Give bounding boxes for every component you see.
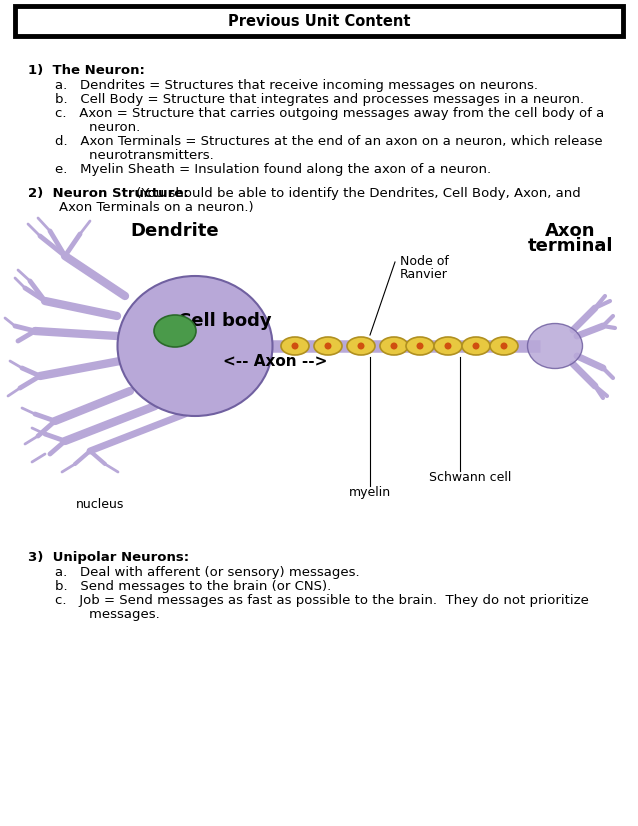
Ellipse shape [528,324,582,368]
Text: neurotransmitters.: neurotransmitters. [55,149,214,162]
Text: Node of: Node of [400,255,449,268]
Text: Dendrite: Dendrite [131,222,219,240]
Text: b.   Cell Body = Structure that integrates and processes messages in a neuron.: b. Cell Body = Structure that integrates… [55,93,584,106]
Text: d.   Axon Terminals = Structures at the end of an axon on a neuron, which releas: d. Axon Terminals = Structures at the en… [55,135,603,148]
Text: b.   Send messages to the brain (or CNS).: b. Send messages to the brain (or CNS). [55,580,331,593]
Ellipse shape [117,276,272,416]
Ellipse shape [462,337,490,355]
Text: Ranvier: Ranvier [400,268,448,281]
Text: Previous Unit Content: Previous Unit Content [228,13,410,29]
Text: (You should be able to identify the Dendrites, Cell Body, Axon, and: (You should be able to identify the Dend… [131,187,581,200]
Ellipse shape [347,337,375,355]
Circle shape [325,343,332,349]
Ellipse shape [314,337,342,355]
Circle shape [417,343,424,349]
Text: 2)  Neuron Structure:: 2) Neuron Structure: [28,187,189,200]
Ellipse shape [434,337,462,355]
Circle shape [445,343,452,349]
Ellipse shape [406,337,434,355]
Text: 1)  The Neuron:: 1) The Neuron: [28,64,145,77]
Text: Axon Terminals on a neuron.): Axon Terminals on a neuron.) [42,201,254,214]
Text: a.   Deal with afferent (or sensory) messages.: a. Deal with afferent (or sensory) messa… [55,566,360,579]
Text: a.   Dendrites = Structures that receive incoming messages on neurons.: a. Dendrites = Structures that receive i… [55,79,538,92]
Circle shape [473,343,480,349]
Text: Axon: Axon [545,222,595,240]
Circle shape [357,343,364,349]
Text: e.   Myelin Sheath = Insulation found along the axon of a neuron.: e. Myelin Sheath = Insulation found alon… [55,163,491,176]
Text: messages.: messages. [55,608,160,621]
Text: Schwann cell: Schwann cell [429,471,511,484]
Text: Cell body: Cell body [178,312,272,330]
Text: c.   Job = Send messages as fast as possible to the brain.  They do not prioriti: c. Job = Send messages as fast as possib… [55,594,589,607]
Ellipse shape [380,337,408,355]
Text: 3)  Unipolar Neurons:: 3) Unipolar Neurons: [28,551,189,564]
FancyBboxPatch shape [15,6,623,36]
Text: neuron.: neuron. [55,121,140,134]
Ellipse shape [281,337,309,355]
Ellipse shape [490,337,518,355]
Text: myelin: myelin [349,486,391,499]
Circle shape [292,343,299,349]
Text: terminal: terminal [527,237,612,255]
Circle shape [500,343,507,349]
Text: c.   Axon = Structure that carries outgoing messages away from the cell body of : c. Axon = Structure that carries outgoin… [55,107,604,120]
Text: nucleus: nucleus [76,498,124,511]
Circle shape [390,343,397,349]
Text: <-- Axon -->: <-- Axon --> [223,354,327,368]
Ellipse shape [154,315,196,347]
